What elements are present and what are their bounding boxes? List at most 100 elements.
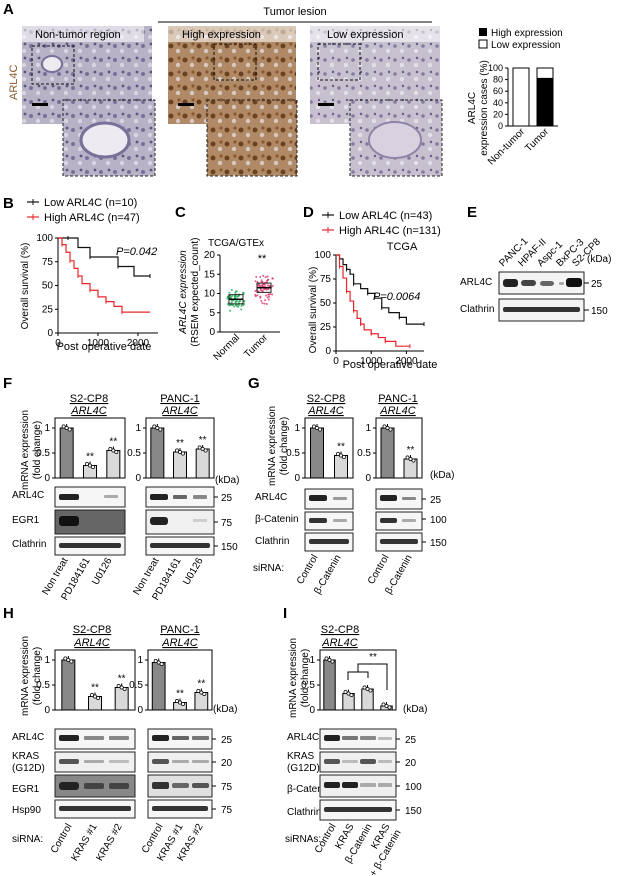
panel-label-h: H: [3, 605, 14, 622]
c-ytick-label-1: 5: [209, 308, 215, 319]
G1-dot-1-2: [342, 455, 346, 459]
B-ytick-label-4: 100: [36, 233, 53, 244]
panel-c-ylabel-1: ARL4C expression: [178, 250, 189, 335]
c-point-0-65: [228, 291, 231, 294]
chart-f1: 0 0.5 1 ** **: [36, 417, 126, 484]
panel-g-cell-1: S2-CP8: [307, 393, 346, 405]
F2-bar-1: [173, 451, 187, 479]
F1-dot-0-1: [64, 426, 69, 430]
H2-dot-2-1: [199, 690, 204, 695]
G1-dot-0-0: [312, 424, 316, 429]
panel-h-row-kras: KRAS: [12, 751, 40, 762]
c-point-0-17: [230, 301, 233, 304]
panel-h-cell-1: S2-CP8: [73, 624, 112, 636]
c-point-0-59: [233, 305, 236, 308]
H1-ytick-label-1: 0.5: [36, 680, 50, 691]
panel-label-d: D: [303, 204, 314, 221]
G1-frame: [304, 417, 354, 479]
c-point-1-67: [266, 280, 269, 283]
panel-f-cell-2: PANC-1: [160, 393, 200, 405]
G2-ytick-label-2: 1: [365, 423, 371, 434]
c-point-1-57: [267, 278, 270, 281]
G2-frame: [375, 417, 423, 479]
panel-c-sig: **: [258, 253, 267, 265]
H2-dot-1-1: [178, 700, 182, 705]
panel-i-kda: (kDa): [403, 704, 427, 715]
panel-g-kda-100: 100: [430, 515, 447, 526]
panel-f-kda-25: 25: [221, 493, 233, 504]
B-ytick-label-2: 50: [42, 281, 54, 292]
panel-i-kda-150: 150: [405, 806, 422, 817]
blots-g-panc1: [375, 488, 423, 552]
panel-g-row-clathrin: Clathrin: [255, 536, 289, 547]
F2-dot-0-0: [152, 424, 157, 429]
chart-h1: 0 0.5 1 ** **: [36, 649, 136, 716]
panel-g-kda-150: 150: [430, 538, 447, 549]
H1-dot-1-0: [90, 693, 94, 697]
c-point-1-59: [259, 289, 262, 292]
panel-h-cell-2: PANC-1: [160, 624, 200, 636]
F2-ytick-label-2: 1: [135, 423, 141, 434]
panel-g-gene-1: ARL4C: [307, 405, 344, 417]
chart-g2: 0 0.5 1 **: [357, 417, 423, 484]
panel-f-kda-75: 75: [221, 518, 233, 529]
tumor-lesion-label: Tumor lesion: [263, 6, 326, 18]
c-point-1-60: [260, 279, 263, 282]
panel-g-ylabel-2: (fold change): [279, 417, 290, 475]
H2-dot-0-2: [159, 662, 164, 666]
chart-f2: 0 0.5 1 ** **: [127, 417, 215, 484]
D-series-1: [336, 254, 410, 347]
G2-dot-0-1: [385, 426, 390, 430]
H1-sig-2: **: [118, 674, 126, 685]
panel-f-kda: (kDa): [215, 475, 239, 486]
panel-i-row-bcat: β-Catenin: [287, 784, 331, 795]
panel-d-ylabel: Overall survival (%): [308, 267, 319, 354]
H2-ytick-label-1: 0.5: [129, 680, 143, 691]
G1-ytick-label-2: 1: [294, 423, 300, 434]
B-ytick-label-3: 75: [42, 257, 54, 268]
D-xtick-label-0: 0: [333, 356, 339, 367]
panel-a-ylabel-1: ARL4C: [467, 92, 478, 124]
a-ytick-label-4: 80: [493, 75, 503, 85]
c-point-1-15: [255, 275, 258, 278]
D-xtick-label-1: 1000: [360, 356, 383, 367]
H1-dot-1-2: [96, 696, 100, 700]
c-point-1-52: [269, 292, 272, 295]
panel-a-legend: High expression Low expression: [478, 28, 563, 51]
G1-dot-1-0: [336, 452, 340, 456]
H2-dot-2-0: [196, 689, 201, 693]
c-point-0-53: [231, 294, 234, 297]
D-series-0: [336, 254, 424, 325]
c-point-1-65: [262, 274, 265, 277]
I-dot-1-0: [343, 690, 348, 694]
F2-ytick-label-1: 0.5: [127, 448, 141, 459]
c-point-1-18: [267, 298, 270, 301]
chart-g1: 0 0.5 1 **: [286, 417, 354, 484]
F1-ytick-label-1: 0.5: [36, 448, 50, 459]
panel-f-lane-3b: U0126: [181, 556, 205, 587]
panel-g-row-arl4c: ARL4C: [255, 492, 287, 503]
G1-bar-0: [310, 427, 324, 479]
F1-dot-1-1: [88, 463, 92, 468]
panel-d-title: TCGA: [387, 241, 418, 253]
blots-h-panc1: [147, 728, 213, 819]
panel-h-sirna: siRNA:: [12, 834, 43, 845]
c-point-1-47: [259, 285, 262, 288]
c-point-0-64: [240, 304, 243, 307]
c-point-1-49: [271, 284, 274, 287]
label-high-expression: High expression: [182, 29, 261, 41]
panel-g-kda-25: 25: [430, 495, 442, 506]
c-point-1-6: [261, 302, 264, 305]
c-point-1-14: [259, 276, 262, 279]
c-point-1-1: [267, 288, 270, 291]
c-point-0-44: [235, 290, 238, 293]
D-xtick-label-2: 2000: [395, 356, 418, 367]
panel-i-ylabel-1: mRNA expression: [288, 638, 299, 718]
panel-h-lane-1a: Control: [49, 822, 75, 855]
c-point-1-54: [259, 295, 262, 298]
I-dot-1-2: [349, 693, 354, 697]
legend-low-expression: Low expression: [491, 40, 560, 51]
c-point-0-28: [229, 309, 232, 312]
c-point-0-26: [226, 297, 229, 300]
